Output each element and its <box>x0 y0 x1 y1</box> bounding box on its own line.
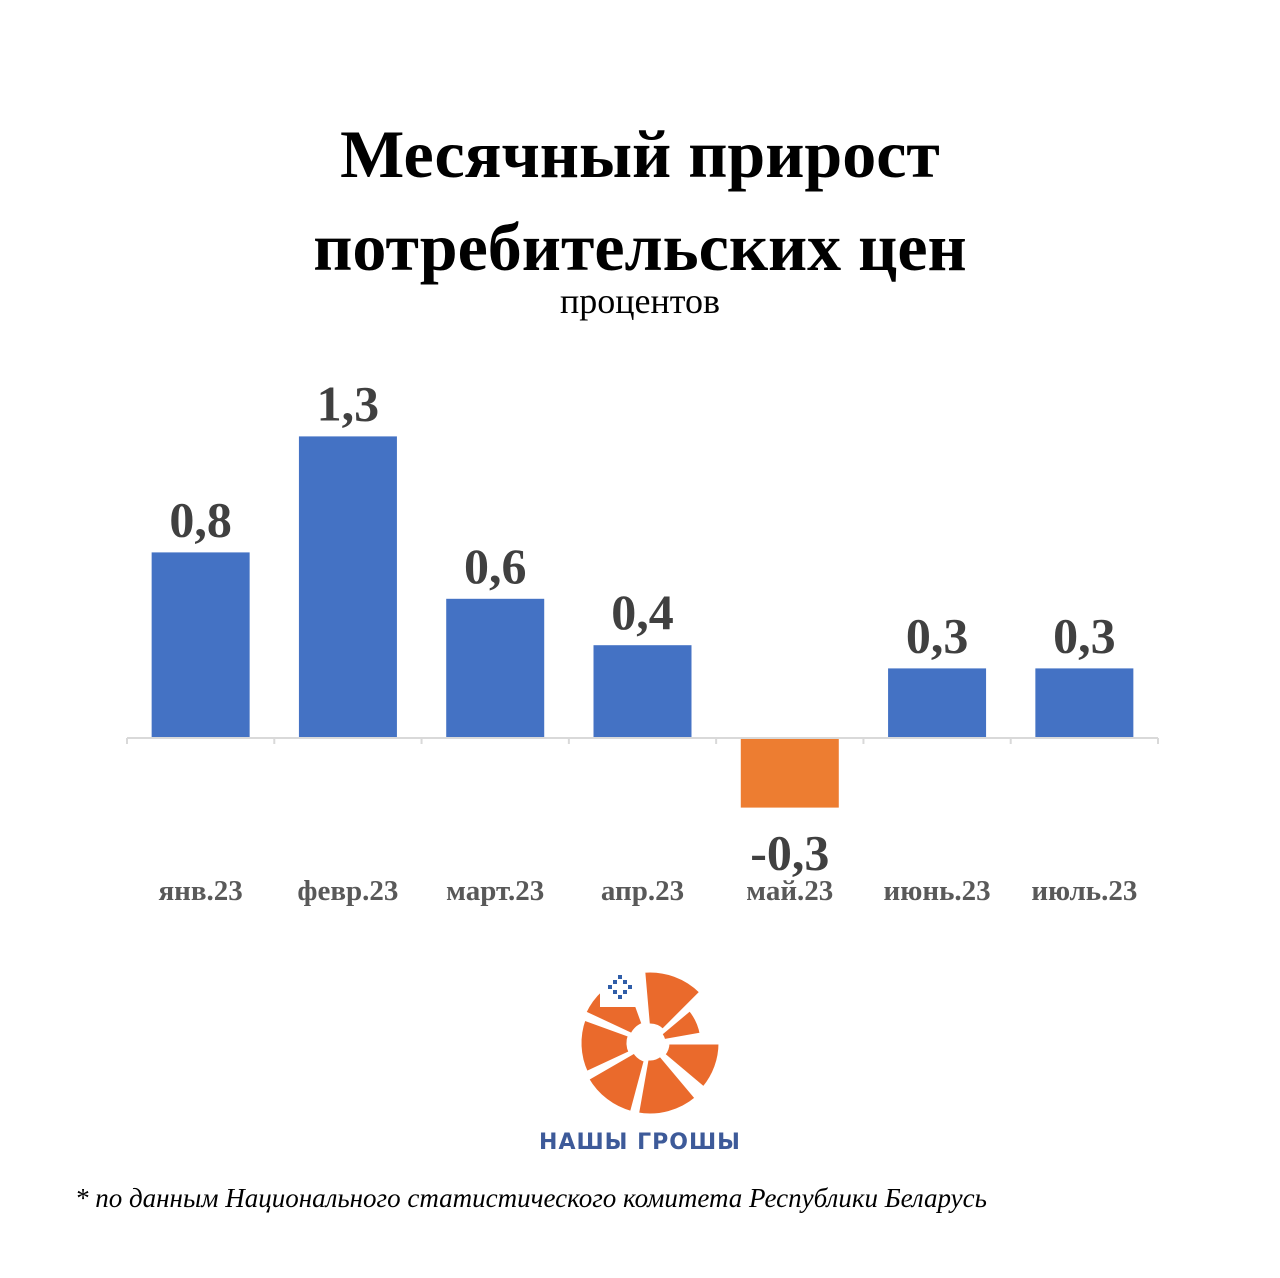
data-label: 0,4 <box>611 584 674 640</box>
logo-segment <box>642 969 704 1033</box>
data-label: 0,3 <box>1053 607 1116 663</box>
logo-segment <box>635 1053 699 1117</box>
logo-ornament-cell <box>618 975 622 979</box>
logo-segment <box>585 1049 648 1115</box>
data-label: 0,6 <box>464 538 527 594</box>
category-label: апр.23 <box>601 875 684 907</box>
category-label: февр.23 <box>297 875 398 907</box>
logo-ornament-cell <box>613 990 617 994</box>
logo-segment <box>661 1041 722 1091</box>
category-label: июнь.23 <box>883 875 990 907</box>
logo-ornament-cell <box>618 985 622 989</box>
logo-ornament-cell <box>628 985 632 989</box>
chart-subtitle: процентов <box>559 281 721 321</box>
logo-ornament-cell <box>623 980 627 984</box>
category-label: май.23 <box>746 875 833 907</box>
brand-name: НАШЫ ГРОШЫ <box>539 1130 741 1155</box>
bar-май.23 <box>740 738 839 808</box>
logo-ornament-cell <box>623 990 627 994</box>
data-label: 1,3 <box>317 375 380 431</box>
data-label: 0,8 <box>169 491 232 547</box>
source-footnote: * по данным Национального статистическог… <box>75 1183 987 1213</box>
chart-title-line-1: Месячный прирост <box>340 116 940 192</box>
category-label: янв.23 <box>158 875 242 907</box>
bar-март.23 <box>446 598 545 738</box>
logo-ornament-cell <box>608 985 612 989</box>
category-label: март.23 <box>446 875 544 907</box>
bar-февр.23 <box>298 436 397 738</box>
bar-июль.23 <box>1035 668 1134 738</box>
bar-chart: 0,8 янв.23 1,3 февр.23 0,6 март.23 0,4 апр.23 -0… <box>126 375 1159 907</box>
bar-июнь.23 <box>888 668 987 738</box>
logo-ornament-cell <box>613 980 617 984</box>
category-label: июль.23 <box>1031 875 1137 907</box>
logo-segment <box>578 1017 633 1075</box>
logo-ornament-cell <box>618 995 622 999</box>
nashy-groshy-logo <box>578 967 722 1117</box>
chart-title-line-2: потребительских цен <box>313 209 967 285</box>
bar-янв.23 <box>151 552 250 738</box>
data-label: -0,3 <box>750 825 829 881</box>
data-label: 0,3 <box>906 607 969 663</box>
logo-segment <box>658 1007 703 1043</box>
bar-апр.23 <box>593 645 692 738</box>
